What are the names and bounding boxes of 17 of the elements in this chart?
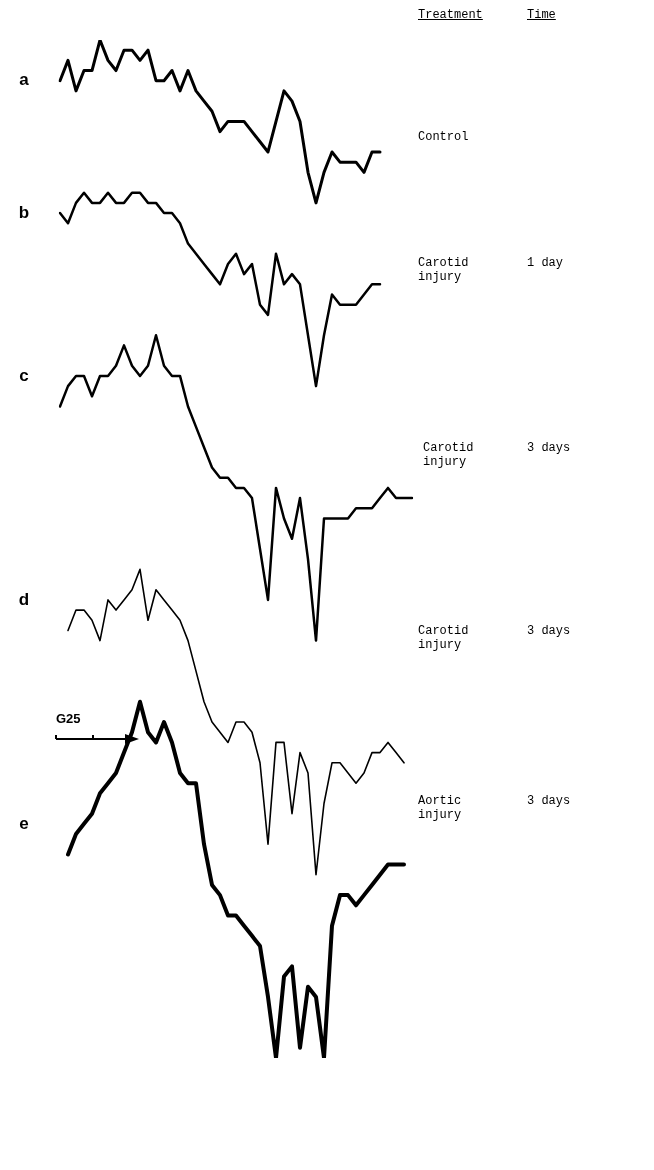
text: 3 days	[527, 441, 572, 455]
text: Carotid injury	[418, 624, 470, 652]
text: e	[19, 814, 29, 834]
annotation: G25	[56, 711, 82, 726]
series-label: b	[18, 202, 30, 222]
text: Treatment	[418, 8, 484, 22]
text: Time	[527, 8, 557, 22]
text: Control	[418, 130, 470, 144]
text: Aortic injury	[418, 794, 463, 822]
text: 3 days	[527, 794, 572, 808]
text: 3 days	[527, 624, 572, 638]
text: c	[19, 366, 29, 386]
text: Carotid injury	[423, 441, 475, 469]
text: Carotid injury	[418, 256, 470, 284]
series-label: a	[19, 70, 30, 90]
text: d	[18, 590, 30, 610]
text: 1 day	[527, 256, 564, 270]
